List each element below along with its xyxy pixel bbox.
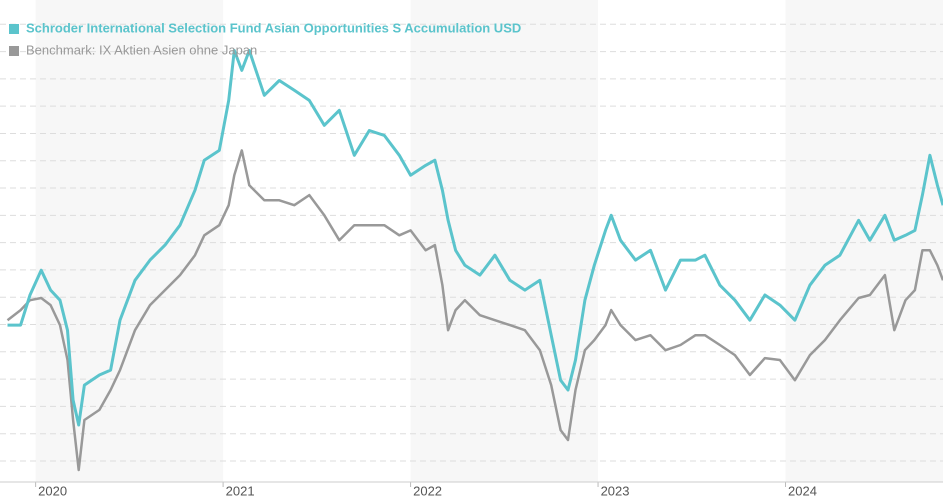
x-tick-label: 2024 (788, 483, 817, 498)
year-band (410, 0, 599, 482)
series-line (7, 49, 943, 427)
legend-swatch (9, 24, 19, 34)
legend-swatch (9, 46, 19, 56)
legend-label: Schroder International Selection Fund As… (26, 20, 521, 35)
year-band (785, 0, 943, 482)
x-tick-label: 2022 (413, 483, 442, 498)
x-tick-label: 2020 (38, 483, 67, 498)
year-band (35, 0, 224, 482)
series-line (6, 149, 943, 472)
legend-label: Benchmark: IX Aktien Asien ohne Japan (26, 42, 257, 57)
x-tick-label: 2021 (226, 483, 255, 498)
x-tick-label: 2023 (601, 483, 630, 498)
